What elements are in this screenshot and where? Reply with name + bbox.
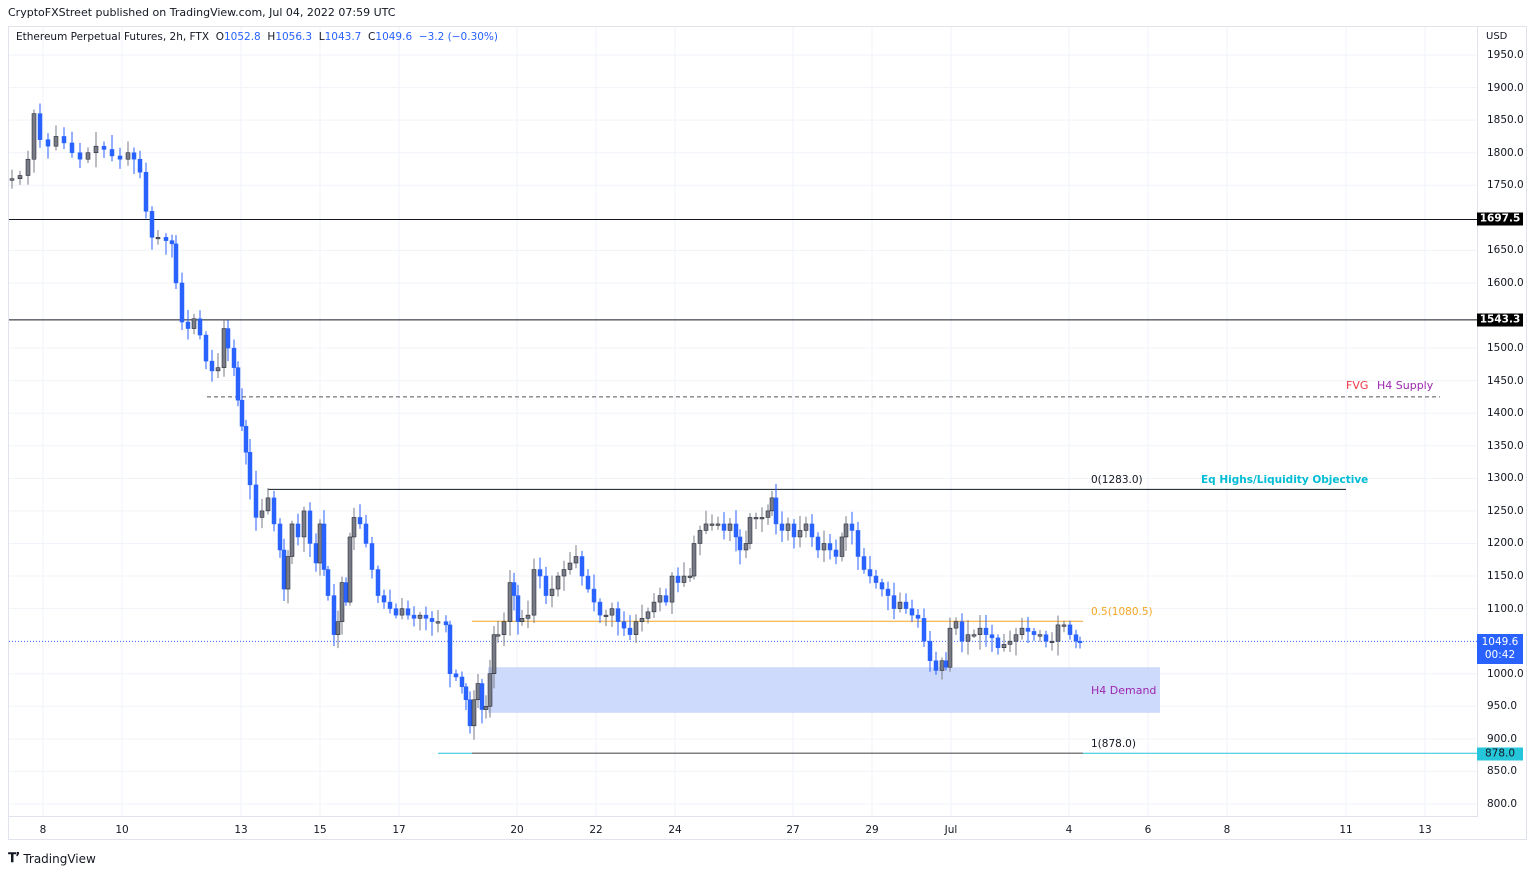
y-tick-label: 1500.0 [1487,342,1524,355]
fib-1-label: 1(878.0) [1091,738,1136,750]
eq-highs-label: Eq Highs/Liquidity Objective [1201,474,1369,486]
y-tick-label: 1300.0 [1487,472,1524,485]
y-tick-label: 1250.0 [1487,504,1524,517]
y-tick-label: 1600.0 [1487,276,1524,289]
chart-frame [8,26,1527,840]
y-tick-label: 1150.0 [1487,570,1524,583]
y-tick-label: 1350.0 [1487,439,1524,452]
price-axis[interactable] [1477,26,1528,817]
tv-logo-icon: 𝐓’ [8,851,20,866]
fib-05-label: 0.5(1080.5) [1091,606,1153,618]
x-tick-label: 6 [1144,824,1152,836]
level-badge-1543: 1543.3 [1477,313,1523,327]
h4-demand-zone [488,667,1160,713]
x-tick-label: 8 [39,824,47,836]
x-tick-label: 20 [510,824,524,836]
x-tick-label: 15 [313,824,327,836]
y-tick-label: 1100.0 [1487,602,1524,615]
y-tick-label: 1800.0 [1487,146,1524,159]
symbol-title: Ethereum Perpetual Futures, 2h, FTX [16,31,210,43]
high-value: 1056.3 [275,31,313,43]
x-tick-label: 4 [1065,824,1073,836]
y-tick-label: 1450.0 [1487,374,1524,387]
level-badge-878: 878.0 [1477,747,1523,761]
currency-label: USD [1486,31,1508,42]
y-tick-label: 1950.0 [1487,49,1524,61]
y-tick-label: 950.0 [1487,700,1518,713]
x-tick-label: 8 [1223,824,1231,836]
x-tick-label: 13 [234,824,248,836]
x-tick-label: 29 [865,824,879,836]
level-badge-1697: 1697.5 [1477,212,1523,226]
x-tick-label: 27 [786,824,800,836]
change-value: −3.2 (−0.30%) [418,31,499,43]
y-tick-label: 1200.0 [1487,537,1524,550]
x-tick-label: 10 [115,824,129,836]
fib-0-label: 0(1283.0) [1091,474,1143,486]
h4-supply-label: H4 Supply [1377,379,1434,392]
publisher-line: CryptoFXStreet published on TradingView.… [8,6,396,19]
y-tick-label: 800.0 [1487,797,1518,810]
y-tick-label: 900.0 [1487,732,1518,745]
low-value: 1043.7 [324,31,362,43]
x-tick-label: 13 [1418,824,1432,836]
x-tick-label: 22 [589,824,603,836]
x-tick-label: 24 [668,824,682,836]
y-tick-label: 1650.0 [1487,244,1524,257]
y-tick-label: 850.0 [1487,765,1518,778]
y-tick-label: 1400.0 [1487,407,1524,420]
time-axis[interactable] [8,816,1477,841]
y-tick-label: 1000.0 [1487,667,1524,680]
y-tick-label: 1900.0 [1487,81,1524,94]
y-tick-label: 1850.0 [1487,114,1524,127]
x-tick-label: 11 [1339,824,1353,836]
x-tick-label: 17 [392,824,406,836]
y-tick-label: 1750.0 [1487,179,1524,192]
open-value: 1052.8 [223,31,261,43]
tradingview-logo[interactable]: 𝐓’ TradingView [8,851,96,866]
x-tick-label: Jul [944,824,958,836]
h4-demand-label: H4 Demand [1091,684,1157,697]
close-value: 1049.6 [375,31,413,43]
ohlc-legend: Ethereum Perpetual Futures, 2h, FTX O105… [16,31,499,43]
last-price-badge: 1049.6 00:42 [1477,634,1523,664]
fvg-label: FVG [1346,379,1369,392]
